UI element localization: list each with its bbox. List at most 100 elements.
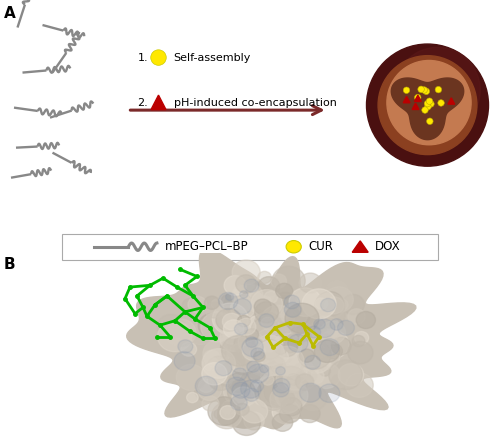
- Text: B: B: [4, 257, 16, 272]
- Circle shape: [316, 291, 344, 316]
- Circle shape: [218, 292, 238, 310]
- Circle shape: [228, 380, 256, 404]
- Circle shape: [256, 336, 287, 364]
- Circle shape: [246, 329, 258, 340]
- Circle shape: [236, 330, 272, 361]
- Circle shape: [246, 337, 258, 347]
- Circle shape: [198, 313, 226, 338]
- Polygon shape: [352, 241, 368, 252]
- Circle shape: [255, 335, 284, 361]
- Circle shape: [425, 100, 432, 107]
- Circle shape: [248, 338, 264, 353]
- Circle shape: [220, 406, 236, 420]
- Polygon shape: [412, 103, 419, 109]
- Ellipse shape: [378, 56, 477, 155]
- Circle shape: [240, 291, 248, 298]
- Circle shape: [220, 361, 244, 382]
- Circle shape: [332, 374, 346, 388]
- Circle shape: [254, 295, 271, 309]
- Circle shape: [314, 319, 325, 329]
- Circle shape: [232, 283, 264, 311]
- Circle shape: [202, 349, 235, 378]
- Circle shape: [198, 379, 214, 392]
- Text: pH-induced co-encapsulation: pH-induced co-encapsulation: [174, 97, 336, 108]
- Circle shape: [249, 327, 266, 343]
- Circle shape: [212, 311, 222, 321]
- Text: DOX: DOX: [374, 240, 400, 253]
- Circle shape: [270, 385, 302, 414]
- Circle shape: [220, 340, 238, 355]
- Circle shape: [262, 328, 280, 344]
- Circle shape: [232, 368, 247, 381]
- Circle shape: [198, 380, 222, 400]
- Circle shape: [310, 344, 340, 369]
- Circle shape: [272, 266, 305, 295]
- Circle shape: [230, 297, 256, 319]
- Circle shape: [426, 98, 432, 105]
- Circle shape: [288, 326, 315, 350]
- Circle shape: [248, 364, 269, 383]
- Circle shape: [283, 369, 307, 390]
- Circle shape: [256, 329, 281, 352]
- Circle shape: [252, 342, 276, 363]
- Circle shape: [278, 322, 296, 338]
- Circle shape: [275, 344, 286, 354]
- Circle shape: [259, 338, 280, 357]
- Circle shape: [222, 335, 256, 366]
- Circle shape: [342, 295, 364, 315]
- Circle shape: [354, 331, 368, 344]
- Circle shape: [242, 347, 267, 369]
- Circle shape: [300, 383, 321, 402]
- Circle shape: [253, 330, 288, 361]
- Text: 1.: 1.: [138, 53, 148, 62]
- Circle shape: [244, 388, 259, 401]
- Circle shape: [306, 368, 324, 384]
- Circle shape: [300, 404, 320, 423]
- Circle shape: [303, 349, 330, 373]
- Circle shape: [338, 320, 354, 335]
- Circle shape: [253, 337, 284, 364]
- Circle shape: [214, 408, 226, 420]
- Circle shape: [310, 342, 332, 362]
- Circle shape: [286, 241, 302, 253]
- Circle shape: [356, 311, 376, 329]
- Circle shape: [284, 354, 297, 366]
- Circle shape: [275, 381, 308, 410]
- Circle shape: [224, 376, 259, 407]
- Circle shape: [262, 374, 274, 385]
- Circle shape: [314, 343, 336, 363]
- Circle shape: [236, 323, 251, 336]
- Circle shape: [276, 318, 288, 329]
- Circle shape: [238, 315, 250, 327]
- Circle shape: [208, 397, 240, 425]
- Circle shape: [226, 377, 246, 395]
- Circle shape: [278, 324, 290, 334]
- Circle shape: [270, 360, 285, 373]
- Circle shape: [272, 413, 292, 431]
- Circle shape: [216, 309, 242, 331]
- Circle shape: [314, 334, 333, 351]
- Circle shape: [284, 295, 300, 309]
- Circle shape: [298, 340, 331, 369]
- Text: A: A: [4, 6, 16, 21]
- Circle shape: [325, 343, 342, 359]
- Circle shape: [274, 350, 288, 363]
- Circle shape: [288, 334, 308, 352]
- Circle shape: [232, 260, 260, 285]
- Circle shape: [314, 319, 335, 338]
- Circle shape: [266, 339, 283, 355]
- Circle shape: [270, 274, 286, 288]
- Circle shape: [252, 335, 274, 354]
- Circle shape: [250, 337, 277, 361]
- Circle shape: [335, 299, 348, 311]
- Circle shape: [203, 315, 234, 342]
- Circle shape: [244, 412, 264, 430]
- Circle shape: [276, 367, 285, 375]
- Circle shape: [271, 323, 286, 337]
- Text: CUR: CUR: [308, 240, 333, 253]
- Circle shape: [174, 352, 195, 370]
- Circle shape: [418, 86, 424, 93]
- Circle shape: [254, 337, 278, 358]
- Circle shape: [314, 340, 340, 362]
- Circle shape: [258, 272, 272, 284]
